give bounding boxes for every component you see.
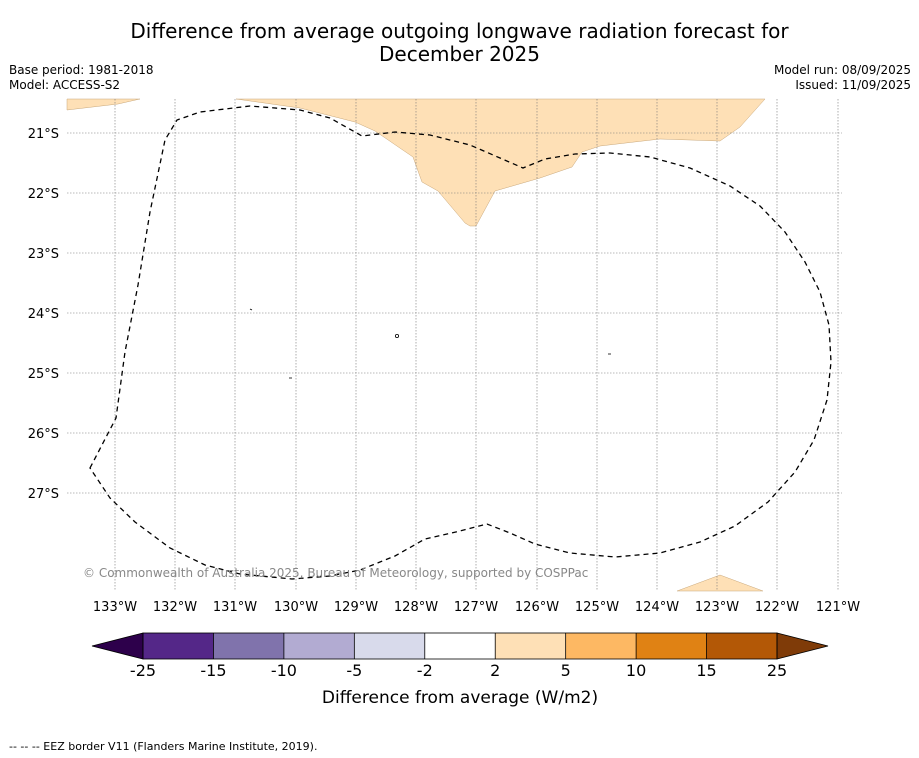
colorbar-tick-label: -2	[417, 661, 433, 680]
anomaly-fill-areas	[66, 98, 766, 592]
model-run: Model run: 08/09/2025	[773, 63, 911, 77]
eez-legend-footer: -- -- -- EEZ border V11 (Flanders Marine…	[9, 740, 318, 753]
colorbar-segment	[143, 633, 214, 659]
colorbar-segment	[495, 633, 567, 659]
lon-label: 124°W	[635, 600, 679, 615]
colorbar-segment	[565, 633, 637, 659]
lon-label: 122°W	[755, 600, 799, 615]
lon-label: 129°W	[334, 600, 378, 615]
model-name: Model: ACCESS-S2	[9, 78, 121, 92]
base-period: Base period: 1981-2018	[9, 63, 154, 77]
lat-label: 24°S	[28, 307, 59, 322]
colorbar-tick-label: -5	[346, 661, 362, 680]
colorbar-ticks: -25 -15 -10 -5 -2 2 5 10 15 25	[130, 633, 787, 680]
colorbar-segment	[283, 633, 355, 659]
chart-title-line2: December 2025	[379, 42, 540, 66]
lat-label: 23°S	[28, 247, 59, 262]
lat-label: 25°S	[28, 367, 59, 382]
colorbar-segment	[636, 633, 708, 659]
anomaly-area-southeast	[676, 574, 764, 592]
colorbar-tick-label: 2	[490, 661, 500, 680]
lon-label: 130°W	[274, 600, 318, 615]
lon-label: 121°W	[816, 600, 860, 615]
colorbar-segment	[706, 633, 778, 659]
lon-label: 126°W	[515, 600, 559, 615]
lat-label: 22°S	[28, 187, 59, 202]
colorbar-tick-label: 25	[767, 661, 787, 680]
lon-label: 128°W	[394, 600, 438, 615]
colorbar-tick-label: -25	[130, 661, 156, 680]
colorbar: -25 -15 -10 -5 -2 2 5 10 15 25	[91, 632, 829, 680]
lon-label: 123°W	[695, 600, 739, 615]
colorbar-tick-label: -15	[200, 661, 226, 680]
lon-label: 125°W	[575, 600, 619, 615]
lat-label: 27°S	[28, 487, 59, 502]
colorbar-label: Difference from average (W/m2)	[322, 688, 598, 708]
colorbar-tick-label: 15	[696, 661, 716, 680]
colorbar-tick-label: -10	[271, 661, 297, 680]
colorbar-segment	[213, 633, 285, 659]
lat-label: 26°S	[28, 427, 59, 442]
anomaly-area-topleft	[66, 98, 141, 111]
islands	[249, 308, 611, 379]
colorbar-segment	[424, 633, 496, 659]
issued-date: Issued: 11/09/2025	[795, 78, 911, 92]
lat-label: 21°S	[28, 127, 59, 142]
colorbar-over-arrow	[776, 632, 829, 660]
colorbar-segments	[143, 633, 778, 659]
chart-title-line1: Difference from average outgoing longwav…	[130, 19, 789, 43]
colorbar-segment	[354, 633, 426, 659]
lon-label: 131°W	[213, 600, 257, 615]
colorbar-tick-label: 10	[626, 661, 646, 680]
lon-label: 133°W	[93, 600, 137, 615]
colorbar-under-arrow	[91, 632, 144, 660]
colorbar-tick-label: 5	[561, 661, 571, 680]
anomaly-area-north	[235, 98, 766, 227]
lon-label: 132°W	[153, 600, 197, 615]
map-gridlines	[67, 99, 842, 591]
eez-border	[89, 105, 832, 580]
copyright-notice: © Commonwealth of Australia 2025, Bureau…	[83, 566, 588, 580]
lon-label: 127°W	[454, 600, 498, 615]
